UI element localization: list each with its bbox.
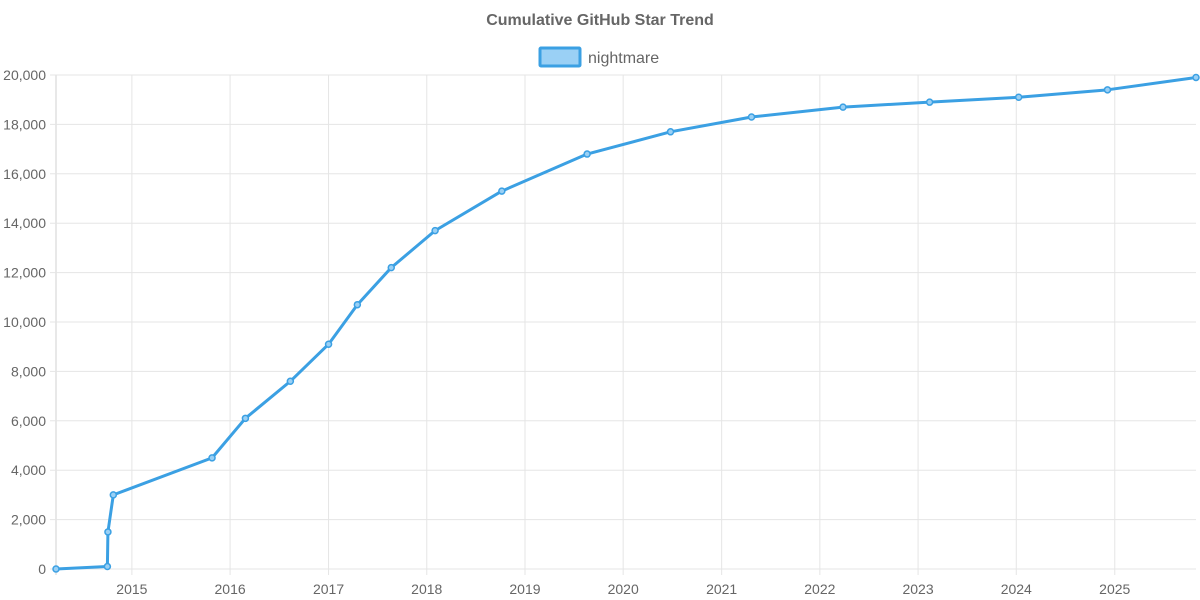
data-point[interactable] (109, 491, 118, 499)
y-tick-label: 16,000 (3, 166, 46, 182)
data-point[interactable] (353, 300, 362, 309)
x-axis-ticks: 2015 2016 2017 2018 2019 2020 2021 2022 2023 2024… (116, 581, 1130, 597)
chart-title: Cumulative GitHub Star Trend (486, 12, 714, 29)
x-tick-label: 2015 (116, 581, 147, 597)
x-tick-label: 2019 (509, 581, 540, 597)
data-point[interactable] (1014, 93, 1023, 101)
x-tick-label: 2020 (608, 581, 639, 597)
y-tick-label: 18,000 (3, 116, 46, 132)
data-point[interactable] (387, 263, 395, 272)
legend-swatch (538, 46, 582, 68)
data-point[interactable] (583, 150, 591, 158)
data-point[interactable] (324, 340, 333, 348)
series-line (54, 75, 1198, 571)
legend[interactable]: nightmare (538, 46, 659, 68)
data-point[interactable] (286, 377, 295, 386)
y-tick-label: 6,000 (11, 413, 46, 429)
y-tick-label: 4,000 (11, 462, 46, 478)
data-point[interactable] (104, 528, 112, 536)
y-gridlines (50, 74, 1196, 570)
data-point[interactable] (208, 454, 216, 462)
data-point[interactable] (839, 103, 847, 111)
y-tick-label: 12,000 (3, 265, 46, 281)
data-point[interactable] (747, 113, 756, 121)
x-tick-label: 2024 (1001, 581, 1032, 597)
y-tick-label: 2,000 (11, 512, 46, 528)
x-tick-label: 2022 (804, 581, 835, 597)
data-point[interactable] (498, 187, 506, 195)
y-tick-label: 10,000 (3, 314, 46, 330)
x-tick-label: 2021 (706, 581, 737, 597)
data-point[interactable] (431, 226, 439, 235)
x-gridlines (55, 75, 1116, 575)
data-point[interactable] (52, 565, 60, 573)
data-point[interactable] (1103, 86, 1112, 94)
y-tick-label: 14,000 (3, 215, 46, 231)
y-tick-label: 8,000 (11, 363, 46, 379)
series-nightmare (52, 73, 1200, 573)
data-point[interactable] (666, 128, 675, 136)
data-point[interactable] (1192, 73, 1200, 82)
legend-label-nightmare: nightmare (588, 50, 659, 67)
y-tick-label: 0 (38, 561, 46, 577)
data-point[interactable] (103, 562, 112, 571)
y-axis-ticks: 0 2,000 4,000 6,000 8,000 10,000 12,000 14,000 1… (3, 67, 46, 577)
x-tick-label: 2018 (411, 581, 442, 597)
y-tick-label: 20,000 (3, 67, 46, 83)
x-tick-label: 2025 (1099, 581, 1130, 597)
data-point[interactable] (925, 98, 934, 106)
x-tick-label: 2016 (215, 581, 246, 597)
x-tick-label: 2023 (902, 581, 933, 597)
x-tick-label: 2017 (313, 581, 344, 597)
data-point[interactable] (241, 414, 250, 423)
